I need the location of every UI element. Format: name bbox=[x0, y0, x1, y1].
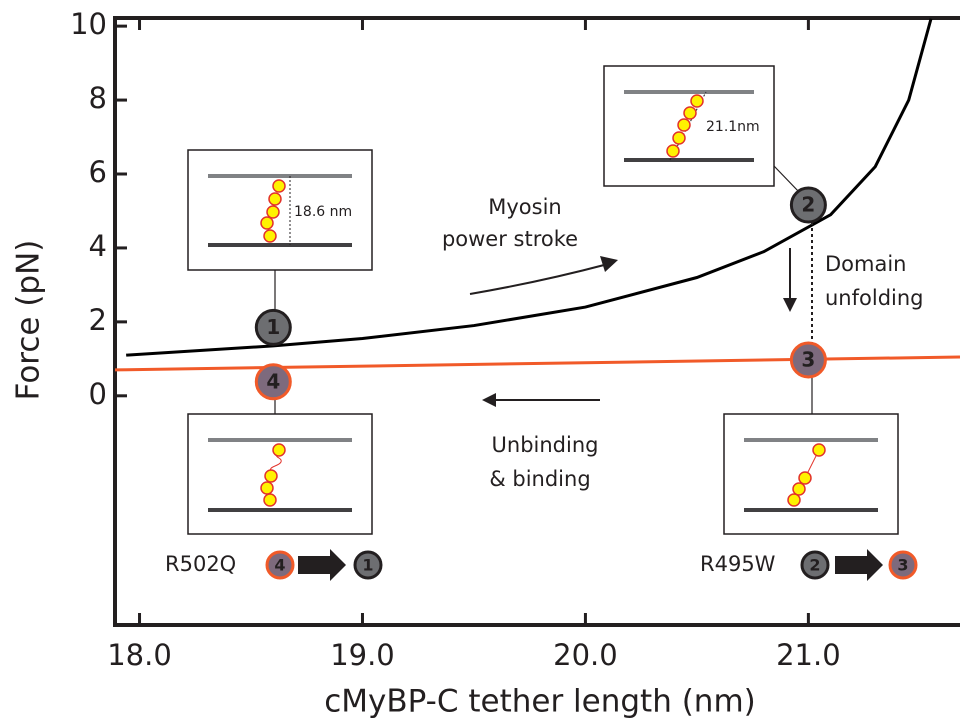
legend-state-label: 4 bbox=[274, 556, 285, 575]
y-tick-label: 10 bbox=[70, 7, 107, 41]
y-tick-label: 8 bbox=[89, 81, 107, 115]
annotation: Unbinding bbox=[492, 433, 599, 457]
y-tick-label: 2 bbox=[89, 303, 107, 337]
data-line bbox=[126, 18, 933, 357]
y-tick-label: 6 bbox=[89, 155, 107, 189]
state-marker bbox=[789, 186, 827, 224]
y-tick-label: 4 bbox=[89, 229, 107, 263]
annotation: unfolding bbox=[825, 286, 924, 310]
annotation: & binding bbox=[489, 467, 590, 491]
legend-state bbox=[265, 550, 295, 580]
x-tick-label: 18.0 bbox=[107, 638, 172, 672]
mutant-label: R502Q bbox=[165, 552, 236, 576]
x-tick-label: 21.0 bbox=[776, 638, 841, 672]
legend-state-label: 2 bbox=[809, 556, 820, 575]
annotation: Domain bbox=[825, 252, 907, 276]
state-label: 4 bbox=[266, 369, 280, 393]
inset-length-label: 18.6 nm bbox=[294, 204, 352, 220]
state-label: 3 bbox=[801, 347, 815, 371]
state-marker bbox=[254, 363, 292, 401]
legend-state bbox=[353, 550, 383, 580]
mutant-label: R495W bbox=[700, 552, 776, 576]
state-marker bbox=[789, 341, 827, 379]
state-label: 2 bbox=[801, 193, 815, 217]
legend-state bbox=[888, 550, 918, 580]
x-axis-label: cMyBP-C tether length (nm) bbox=[324, 684, 756, 720]
arrows bbox=[469, 248, 791, 401]
x-tick-label: 20.0 bbox=[553, 638, 618, 672]
annotation: Myosin bbox=[488, 195, 561, 219]
state-marker bbox=[254, 308, 292, 346]
data-line bbox=[114, 355, 960, 372]
inset-2: 21.1nm bbox=[603, 65, 775, 187]
plot-layer: 18.0 19.0 20.0 21.0 0 2 4 6 8 10 bbox=[70, 7, 960, 672]
annotation: power stroke bbox=[442, 227, 578, 251]
inset-3 bbox=[187, 413, 373, 535]
y-tick-label: 0 bbox=[89, 377, 107, 411]
inset-1: 18.6 nm bbox=[187, 149, 373, 271]
arrowheads bbox=[298, 256, 883, 581]
legend-state-label: 3 bbox=[897, 556, 908, 575]
inset-length-label: 21.1nm bbox=[706, 119, 760, 135]
state-label: 1 bbox=[266, 315, 280, 339]
y-axis-label: Force (pN) bbox=[11, 240, 47, 401]
legend-state-label: 1 bbox=[362, 556, 373, 575]
x-tick-label: 19.0 bbox=[330, 638, 395, 672]
inset-4 bbox=[723, 413, 899, 535]
legend-state bbox=[800, 550, 830, 580]
